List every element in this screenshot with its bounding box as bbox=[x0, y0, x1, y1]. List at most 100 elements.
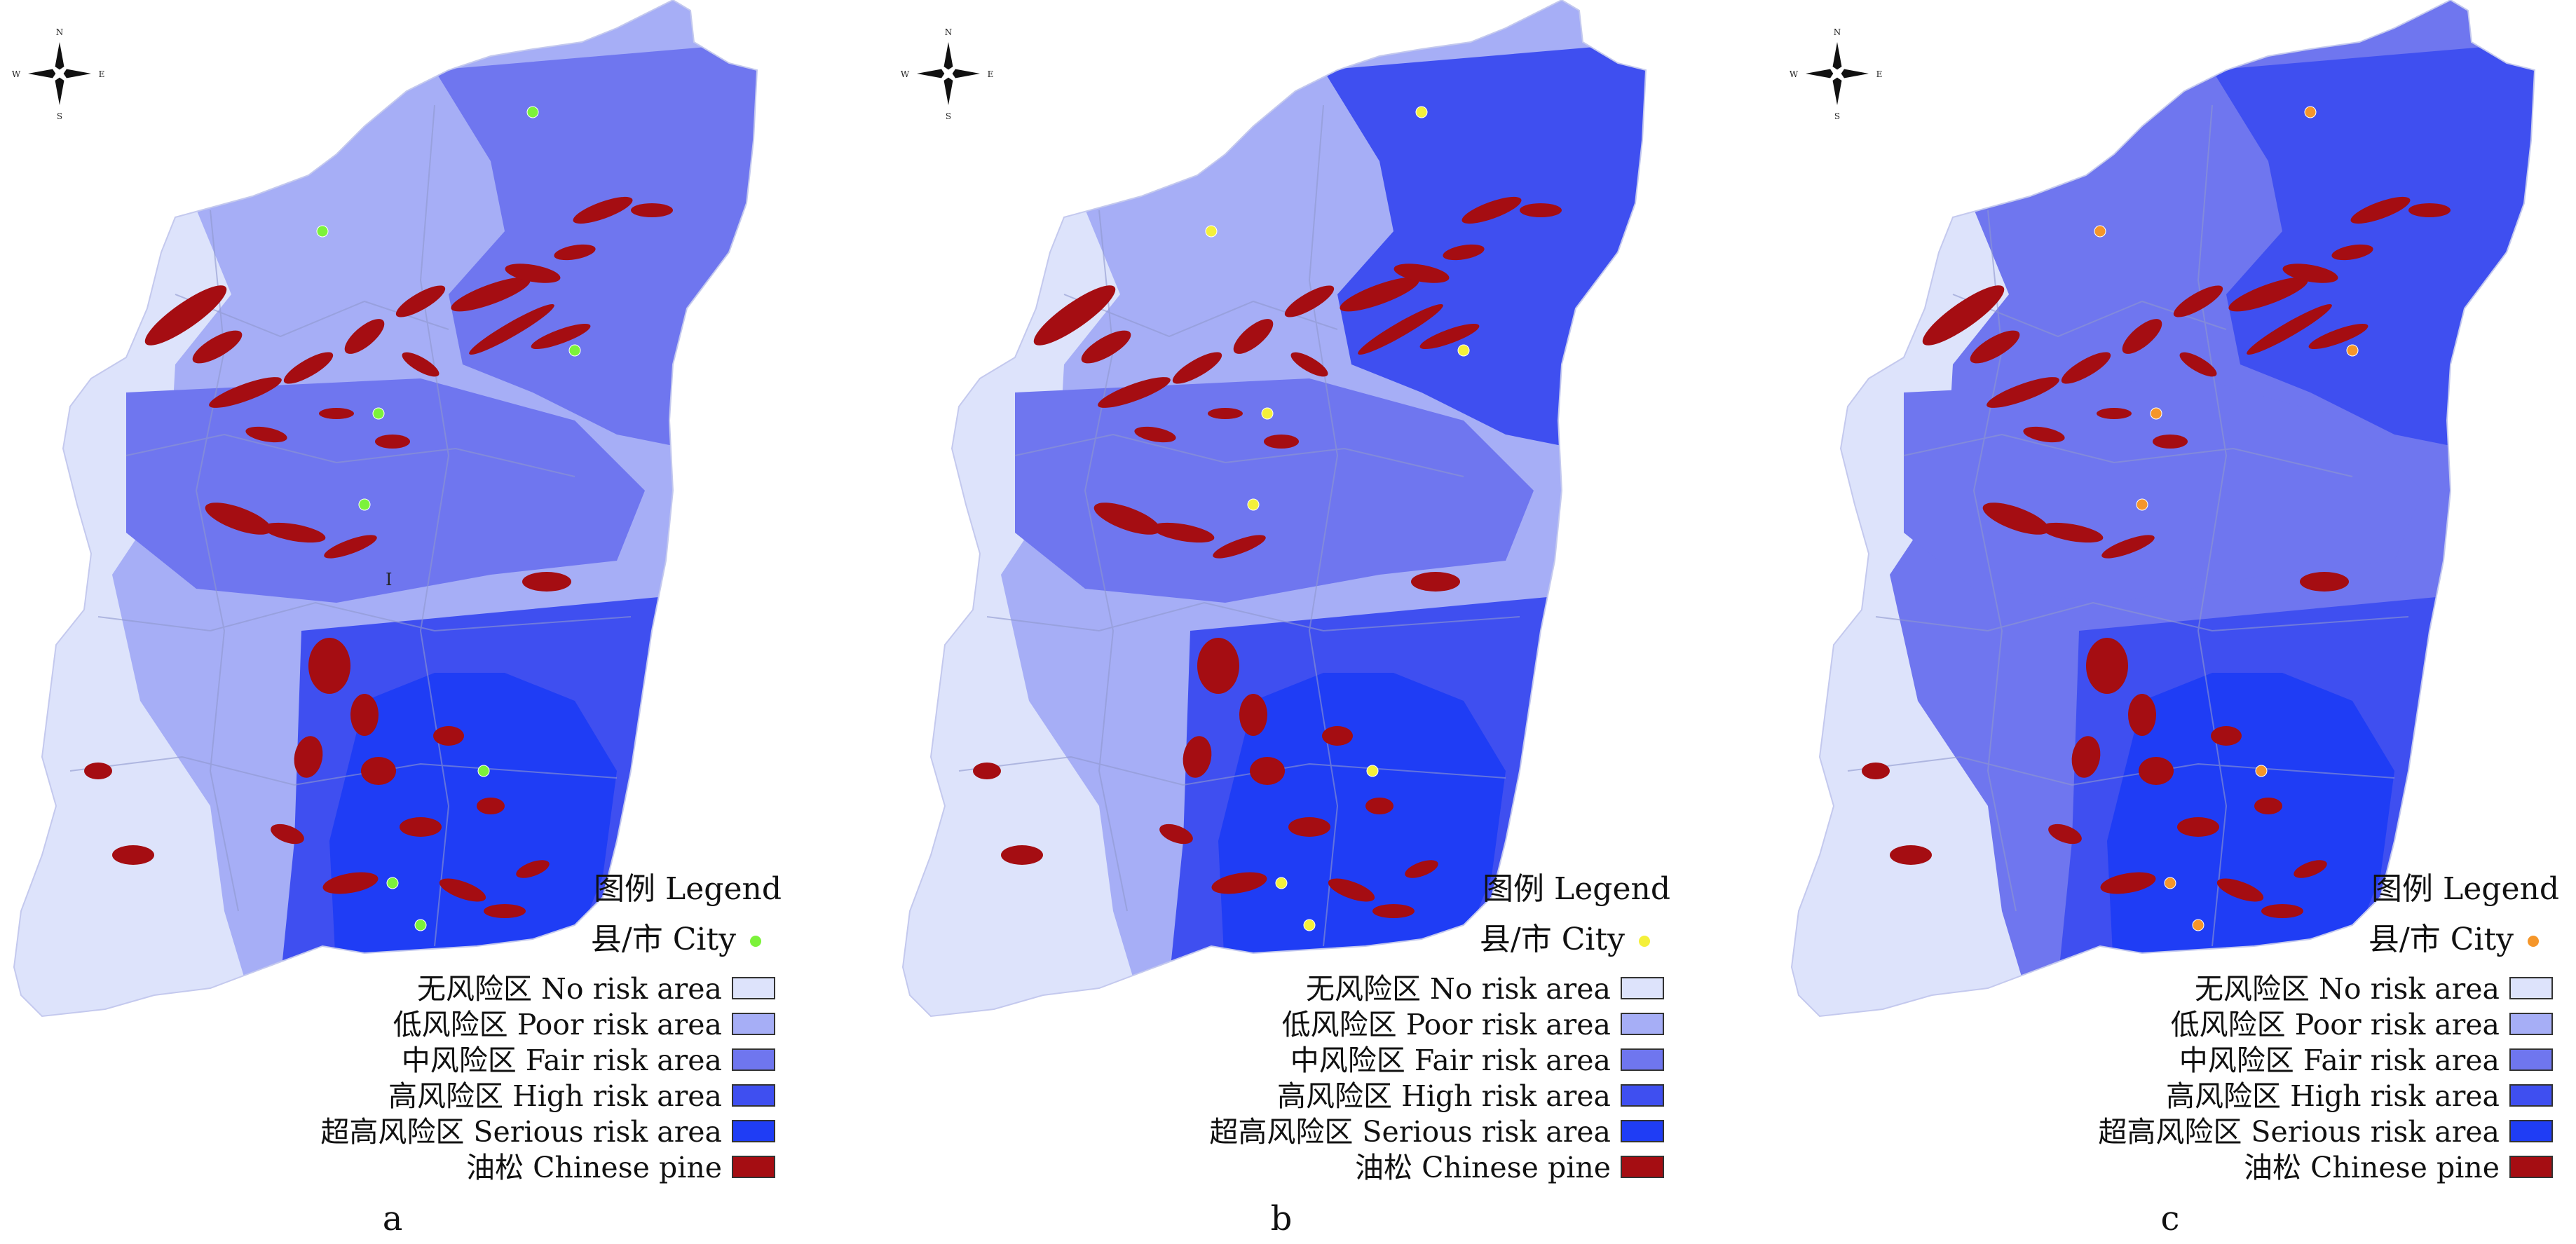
legend-swatch-high bbox=[732, 1084, 775, 1107]
city-marker-5 bbox=[477, 765, 490, 777]
legend-city-swatch bbox=[750, 936, 761, 947]
pine-patch-14 bbox=[2179, 352, 2217, 377]
legend-item-no: 无风险区 No risk area bbox=[2195, 972, 2500, 1006]
county-line-5 bbox=[2197, 104, 2228, 947]
pine-patch-23 bbox=[294, 736, 323, 778]
region-label: I bbox=[386, 570, 392, 589]
city-marker-0 bbox=[1415, 106, 1428, 118]
pine-patch-32 bbox=[1890, 845, 1932, 865]
compass-n: N bbox=[1834, 27, 1841, 37]
legend-item-pine: 油松 Chinese pine bbox=[1355, 1151, 1611, 1184]
pine-distribution bbox=[84, 196, 673, 918]
pine-patch-29 bbox=[484, 904, 526, 918]
pine-patch-31 bbox=[1862, 763, 1890, 779]
pine-patch-28 bbox=[439, 878, 486, 902]
pine-patch-30 bbox=[1405, 860, 1438, 878]
pine-patch-20 bbox=[1411, 572, 1460, 592]
city-marker-7 bbox=[386, 877, 399, 889]
legend-swatch-pine bbox=[2509, 1156, 2553, 1178]
pine-distribution bbox=[1862, 196, 2451, 918]
pine-patch-26 bbox=[271, 823, 304, 845]
pine-patch-8 bbox=[505, 264, 561, 283]
pine-patch-20 bbox=[522, 572, 571, 592]
pine-patch-10 bbox=[2350, 196, 2411, 224]
pine-patch-26 bbox=[1159, 823, 1193, 845]
legend-item-serious: 超高风险区 Serious risk area bbox=[2098, 1115, 2500, 1149]
pine-patch-0 bbox=[1033, 285, 1116, 346]
pine-patch-24 bbox=[361, 757, 396, 785]
county-line-4 bbox=[1972, 210, 2017, 912]
pine-patch-12 bbox=[1358, 303, 1443, 355]
pine-patch-5 bbox=[344, 319, 385, 354]
pine-patch-25 bbox=[2177, 817, 2219, 837]
legend-city-label: 县/市 City bbox=[591, 922, 736, 957]
pine-patch-22 bbox=[350, 694, 379, 736]
pine-patch-10 bbox=[573, 196, 633, 224]
city-marker-6 bbox=[1303, 919, 1316, 931]
pine-patch-30 bbox=[2294, 860, 2327, 878]
city-marker-6 bbox=[2192, 919, 2204, 931]
compass-s: S bbox=[1834, 111, 1840, 121]
pine-patch-23 bbox=[1183, 736, 1212, 778]
compass-s: S bbox=[946, 111, 951, 121]
legend-swatch-fair bbox=[732, 1048, 775, 1071]
legend-item-poor: 低风险区 Poor risk area bbox=[393, 1008, 722, 1041]
pine-patch-7 bbox=[2228, 277, 2308, 312]
city-marker-2 bbox=[2346, 344, 2359, 357]
county-line-2 bbox=[1875, 601, 2409, 632]
legend-swatch-high bbox=[1621, 1084, 1664, 1107]
city-marker-7 bbox=[1275, 877, 1288, 889]
city-marker-5 bbox=[2255, 765, 2268, 777]
city-marker-0 bbox=[2304, 106, 2317, 118]
pine-patch-1 bbox=[1970, 330, 2020, 364]
panel-c: N S E W 图例 Legend 县/市 City 无风险区 No risk area低风… bbox=[1790, 0, 2559, 1238]
legend-item-pine: 油松 Chinese pine bbox=[466, 1151, 722, 1184]
compass-s: S bbox=[57, 111, 62, 121]
legend-city-label: 县/市 City bbox=[2369, 922, 2514, 957]
legend-city-label: 县/市 City bbox=[1480, 922, 1625, 957]
pine-patch-2 bbox=[209, 377, 282, 408]
county-line-4 bbox=[195, 210, 239, 912]
county-line-1 bbox=[125, 433, 575, 477]
compass-w: W bbox=[1790, 69, 1799, 79]
pine-patch-16 bbox=[1982, 503, 2050, 535]
zone-south_inner bbox=[1218, 673, 1506, 981]
pine-patch-33 bbox=[2211, 726, 2242, 746]
pine-patch-7 bbox=[1340, 277, 1419, 312]
pine-patch-17 bbox=[1152, 522, 1215, 543]
pine-patch-11 bbox=[2408, 203, 2451, 217]
county-line-4 bbox=[1084, 210, 1128, 912]
pine-patch-32 bbox=[112, 845, 154, 865]
pine-patch-14 bbox=[1290, 352, 1328, 377]
legend-item-high: 高风险区 High risk area bbox=[2166, 1079, 2500, 1113]
legend-swatch-pine bbox=[732, 1156, 775, 1178]
legend-item-fair: 中风险区 Fair risk area bbox=[1290, 1044, 1611, 1077]
pine-distribution bbox=[973, 196, 1562, 918]
city-markers bbox=[1205, 106, 1470, 931]
county-line-1 bbox=[1903, 433, 2353, 477]
panel-caption: b bbox=[1271, 1199, 1293, 1238]
city-markers bbox=[2094, 106, 2359, 931]
pine-patch-22 bbox=[2128, 694, 2156, 736]
pine-patch-14 bbox=[402, 352, 439, 377]
pine-patch-13 bbox=[2308, 323, 2369, 350]
pine-patch-21 bbox=[2086, 638, 2128, 694]
zone-south_inner bbox=[329, 673, 617, 981]
compass-e: E bbox=[1876, 69, 1883, 79]
county-line-2 bbox=[97, 601, 632, 632]
compass-star-inner bbox=[48, 62, 71, 86]
compass-w: W bbox=[901, 69, 910, 79]
legend-swatch-serious bbox=[1621, 1120, 1664, 1142]
city-marker-6 bbox=[414, 919, 427, 931]
legend-item-high: 高风险区 High risk area bbox=[388, 1079, 722, 1113]
pine-patch-20 bbox=[2300, 572, 2349, 592]
pine-patch-22 bbox=[1239, 694, 1267, 736]
pine-patch-23 bbox=[2071, 736, 2101, 778]
pine-patch-8 bbox=[1393, 264, 1450, 283]
city-marker-2 bbox=[568, 344, 581, 357]
pine-patch-17 bbox=[263, 522, 326, 543]
pine-patch-11 bbox=[631, 203, 673, 217]
panel-b: N S E W 图例 Legend 县/市 City 无风险区 No risk area低风… bbox=[901, 0, 1670, 1238]
